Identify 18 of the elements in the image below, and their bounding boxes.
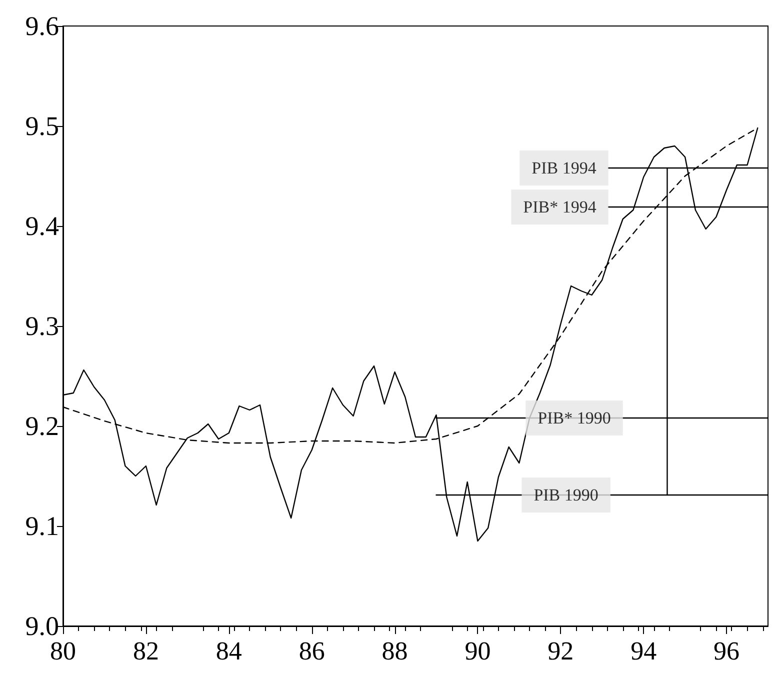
annotation: PIB* 1990 (538, 408, 611, 428)
y-tick-label: 9.6 (25, 11, 59, 41)
y-tick-label: 9.2 (25, 411, 59, 441)
y-tick-label: 9.5 (25, 111, 59, 141)
x-tick-label: 92 (548, 636, 574, 666)
annotation: PIB 1994 (532, 158, 597, 178)
y-tick-label: 9.1 (25, 511, 59, 541)
x-tick-label: 88 (382, 636, 408, 666)
x-tick-label: 96 (714, 636, 740, 666)
x-tick-label: 84 (216, 636, 242, 666)
annotation: PIB* 1994 (523, 198, 597, 216)
x-tick-label: 86 (298, 636, 325, 666)
x-tick-label: 90 (464, 636, 491, 666)
y-tick-label: 9.3 (25, 311, 59, 341)
annotation: PIB 1990 (534, 486, 598, 504)
x-tick-label: 82 (132, 636, 159, 666)
x-tick-label: 94 (630, 636, 657, 666)
y-tick-label: 9.4 (25, 211, 60, 241)
